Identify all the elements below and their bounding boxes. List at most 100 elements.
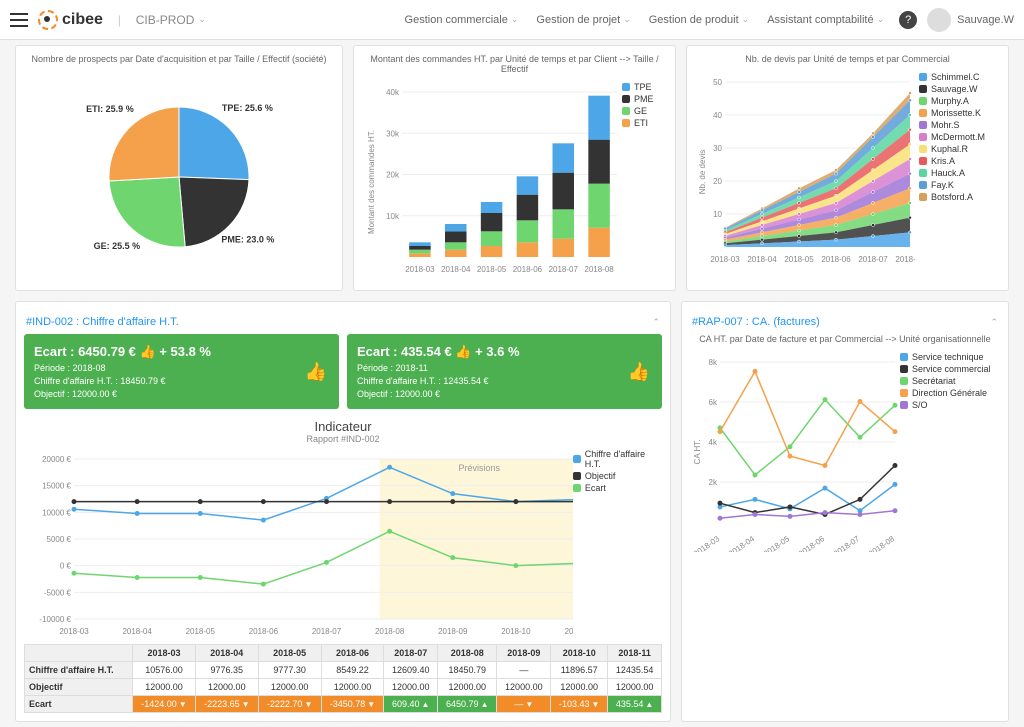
svg-text:-5000 €: -5000 € [44,588,72,597]
svg-text:2018-09: 2018-09 [438,627,468,636]
svg-text:2018-03: 2018-03 [692,534,722,552]
nav-item[interactable]: Gestion de projet⌄ [536,14,630,26]
panel-header[interactable]: #RAP-007 : CA. (factures)⌃ [690,310,1000,334]
svg-text:4k: 4k [709,438,718,447]
help-icon[interactable]: ? [899,11,917,29]
svg-text:10k: 10k [386,212,400,221]
indicator-title: Indicateur [24,419,662,434]
svg-text:40: 40 [713,111,722,120]
bar-chart: 10k20k30k40kMontant des commandes HT.201… [362,82,622,282]
bar-card: Montant des commandes HT. par Unité de t… [353,45,676,291]
svg-text:2018-06: 2018-06 [797,534,827,552]
chart-title: Nb. de devis par Unité de temps et par C… [695,54,1000,64]
svg-text:2018-07: 2018-07 [858,255,888,264]
svg-text:50: 50 [713,78,722,87]
chart-title: CA HT. par Date de facture et par Commer… [690,334,1000,344]
thumbs-up-icon: 👍 [628,361,650,382]
report-panel: #RAP-007 : CA. (factures)⌃ CA HT. par Da… [681,301,1009,722]
svg-text:2018-04: 2018-04 [441,265,471,274]
nav-item[interactable]: Gestion de produit⌄ [649,14,749,26]
report-legend: Service techniqueService commercialSecré… [900,352,991,552]
svg-text:2k: 2k [709,478,718,487]
thumbs-up-icon: 👍 [305,361,327,382]
nav-item[interactable]: Assistant comptabilité⌄ [767,14,884,26]
kpi-obj: Objectif : 12000.00 € [357,389,652,399]
pie-chart: TPE: 25.6 %PME: 23.0 %GE: 25.5 %ETI: 25.… [24,72,334,272]
panel-header[interactable]: #IND-002 : Chiffre d'affaire H.T.⌃ [24,310,662,334]
svg-text:8k: 8k [709,358,718,367]
svg-text:20k: 20k [386,171,400,180]
svg-text:2018-06: 2018-06 [513,265,543,274]
header: cibee | CIB-PROD⌄ Gestion commerciale⌄ G… [0,0,1024,40]
svg-text:2018-03: 2018-03 [59,627,89,636]
svg-text:PME: 23.0 %: PME: 23.0 % [221,234,274,244]
svg-text:6k: 6k [709,398,718,407]
user-name: Sauvage.W [957,14,1014,26]
bar-legend: TPEPMEGEETI [622,82,654,282]
svg-text:-10000 €: -10000 € [39,615,71,624]
svg-text:2018-11: 2018-11 [565,627,573,636]
svg-text:2018-05: 2018-05 [186,627,216,636]
svg-text:Prévisions: Prévisions [459,463,501,473]
svg-text:2018-03: 2018-03 [405,265,435,274]
svg-text:0 €: 0 € [60,562,72,571]
svg-text:2018-04: 2018-04 [122,627,152,636]
area-legend: Schimmel.CSauvage.WMurphy.AMorissette.KM… [919,72,985,272]
chart-title: Montant des commandes HT. par Unité de t… [362,54,667,74]
svg-text:2018-08: 2018-08 [867,534,897,552]
svg-text:15000 €: 15000 € [42,482,71,491]
logo[interactable]: cibee [38,10,103,30]
svg-text:30: 30 [713,144,722,153]
svg-text:2018-07: 2018-07 [549,265,579,274]
logo-text: cibee [62,11,103,29]
svg-text:20: 20 [713,177,722,186]
nav-item[interactable]: Gestion commerciale⌄ [405,14,519,26]
svg-text:2018-04: 2018-04 [727,534,757,552]
svg-text:5000 €: 5000 € [47,535,72,544]
collapse-icon[interactable]: ⌃ [990,317,998,328]
kpi-ca: Chiffre d'affaire H.T. : 18450.79 € [34,376,329,386]
kpi-card: Ecart : 6450.79 € 👍 + 53.8 % Période : 2… [24,334,339,409]
menu-icon[interactable] [10,13,28,27]
svg-text:TPE: 25.6 %: TPE: 25.6 % [222,103,273,113]
svg-text:2018-03: 2018-03 [710,255,740,264]
kpi-ca: Chiffre d'affaire H.T. : 12435.54 € [357,376,652,386]
indicator-panel: #IND-002 : Chiffre d'affaire H.T.⌃ Ecart… [15,301,671,722]
kpi-main: Ecart : 6450.79 € 👍 + 53.8 % [34,344,329,360]
kpi-period: Période : 2018-08 [34,363,329,373]
pie-card: Nombre de prospects par Date d'acquisiti… [15,45,343,291]
svg-text:2018-05: 2018-05 [784,255,814,264]
svg-text:2018-04: 2018-04 [747,255,777,264]
svg-text:Montant des commandes HT.: Montant des commandes HT. [367,130,376,234]
svg-text:10000 €: 10000 € [42,508,71,517]
kpi-obj: Objectif : 12000.00 € [34,389,329,399]
chart-title: Nombre de prospects par Date d'acquisiti… [24,54,334,64]
svg-text:40k: 40k [386,88,400,97]
kpi-main: Ecart : 435.54 € 👍 + 3.6 % [357,344,652,360]
indicator-subtitle: Rapport #IND-002 [24,434,662,444]
logo-icon [38,10,58,30]
svg-text:2018-06: 2018-06 [249,627,279,636]
svg-text:2018-05: 2018-05 [477,265,507,274]
svg-text:2018-08: 2018-08 [375,627,405,636]
area-chart: 1020304050Nb. de devis2018-032018-042018… [695,72,915,272]
svg-text:10: 10 [713,210,722,219]
svg-text:2018-07: 2018-07 [312,627,342,636]
svg-text:20000 €: 20000 € [42,455,71,464]
kpi-period: Période : 2018-11 [357,363,652,373]
main-nav: Gestion commerciale⌄ Gestion de projet⌄ … [405,14,885,26]
indicator-legend: Chiffre d'affaire H.T.ObjectifEcart [573,449,662,639]
user-menu[interactable]: Sauvage.W [927,8,1014,32]
svg-text:2018-08: 2018-08 [895,255,915,264]
env-selector[interactable]: | CIB-PROD⌄ [118,13,206,27]
avatar [927,8,951,32]
area-card: Nb. de devis par Unité de temps et par C… [686,45,1009,291]
svg-text:2018-05: 2018-05 [762,534,792,552]
svg-text:GE: 25.5 %: GE: 25.5 % [94,241,141,251]
svg-text:CA HT.: CA HT. [693,440,702,465]
svg-text:2018-06: 2018-06 [821,255,851,264]
svg-text:2018-07: 2018-07 [832,534,862,552]
collapse-icon[interactable]: ⌃ [652,317,660,328]
kpi-card: Ecart : 435.54 € 👍 + 3.6 % Période : 201… [347,334,662,409]
indicator-chart: Prévisions -10000 € -5000 € 0 € 5000 € 10000 … [24,449,573,639]
